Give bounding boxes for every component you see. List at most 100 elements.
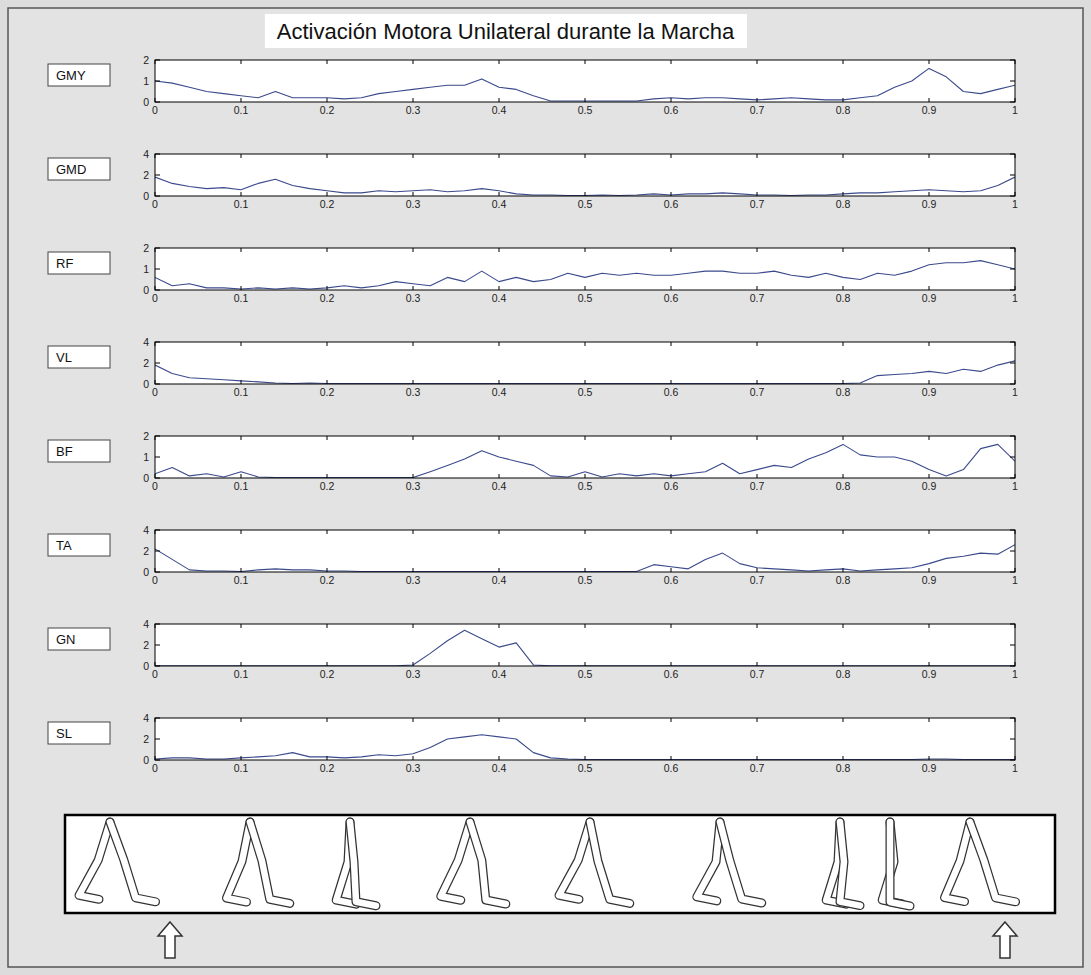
series-group bbox=[155, 261, 1015, 289]
x-tick-label: 0.5 bbox=[578, 762, 593, 774]
y-tick-label: 2 bbox=[143, 639, 149, 651]
x-tick bbox=[671, 530, 672, 534]
page-background bbox=[0, 0, 1091, 975]
x-tick bbox=[499, 342, 500, 346]
x-tick-label: 0.1 bbox=[234, 292, 249, 304]
gait-illustration bbox=[65, 815, 1055, 958]
x-tick bbox=[1015, 342, 1016, 346]
y-tick-label: 1 bbox=[143, 451, 149, 463]
x-tick-label: 0.8 bbox=[836, 198, 851, 210]
x-tick bbox=[413, 192, 414, 196]
leg-fill bbox=[110, 822, 156, 902]
leg-outline bbox=[441, 822, 470, 900]
muscle-label: GN bbox=[56, 632, 76, 647]
x-tick bbox=[413, 60, 414, 64]
x-tick bbox=[155, 248, 156, 252]
y-tick bbox=[1010, 666, 1015, 667]
leg-outline bbox=[559, 822, 590, 899]
x-tick-label: 0.4 bbox=[492, 574, 507, 586]
x-tick-label: 0.4 bbox=[492, 762, 507, 774]
y-tick-label: 2 bbox=[143, 545, 149, 557]
y-tick bbox=[1010, 269, 1015, 270]
muscle-label-box bbox=[48, 158, 110, 180]
x-tick bbox=[757, 718, 758, 722]
x-tick-label: 1 bbox=[1012, 104, 1018, 116]
series-group bbox=[155, 177, 1015, 195]
panel: 00.10.20.30.40.50.60.70.80.91024GMD bbox=[48, 148, 1018, 210]
x-tick bbox=[929, 624, 930, 628]
x-tick-label: 0.6 bbox=[664, 292, 679, 304]
x-tick bbox=[1015, 286, 1016, 290]
x-tick bbox=[671, 286, 672, 290]
x-tick bbox=[929, 756, 930, 760]
x-tick bbox=[843, 286, 844, 290]
x-tick bbox=[327, 154, 328, 158]
y-tick bbox=[155, 81, 160, 82]
emg-line bbox=[155, 545, 1015, 572]
y-tick bbox=[155, 248, 160, 249]
x-tick-label: 0.8 bbox=[836, 574, 851, 586]
x-tick bbox=[929, 286, 930, 290]
y-tick bbox=[155, 154, 160, 155]
x-tick bbox=[327, 662, 328, 666]
x-tick bbox=[585, 624, 586, 628]
x-tick-label: 0.7 bbox=[750, 386, 765, 398]
plot-frame bbox=[155, 342, 1015, 384]
x-tick-label: 0.9 bbox=[922, 668, 937, 680]
x-tick bbox=[843, 568, 844, 572]
x-tick-label: 0.5 bbox=[578, 104, 593, 116]
x-tick bbox=[327, 286, 328, 290]
plot-area bbox=[155, 248, 1015, 290]
y-tick-label: 2 bbox=[143, 54, 149, 66]
panel: 00.10.20.30.40.50.60.70.80.91024TA bbox=[48, 524, 1018, 586]
x-tick bbox=[327, 624, 328, 628]
x-tick bbox=[413, 154, 414, 158]
plot-area bbox=[155, 154, 1015, 196]
x-tick bbox=[241, 286, 242, 290]
x-tick-label: 0.1 bbox=[234, 198, 249, 210]
y-tick-label: 0 bbox=[143, 566, 149, 578]
x-tick bbox=[241, 474, 242, 478]
x-tick bbox=[413, 530, 414, 534]
x-tick-label: 0.2 bbox=[320, 292, 335, 304]
leg-fill bbox=[79, 822, 110, 899]
muscle-label-box bbox=[48, 64, 110, 86]
x-tick bbox=[155, 154, 156, 158]
x-tick bbox=[843, 718, 844, 722]
title-box bbox=[265, 14, 747, 48]
y-tick-label: 0 bbox=[143, 472, 149, 484]
y-tick-label: 2 bbox=[143, 357, 149, 369]
x-tick-label: 0.9 bbox=[922, 480, 937, 492]
y-tick bbox=[155, 196, 160, 197]
x-tick bbox=[155, 342, 156, 346]
x-tick-label: 0.6 bbox=[664, 104, 679, 116]
x-tick bbox=[757, 192, 758, 196]
x-tick bbox=[499, 474, 500, 478]
x-tick-label: 0.2 bbox=[320, 198, 335, 210]
x-tick bbox=[585, 98, 586, 102]
x-tick-label: 0.6 bbox=[664, 198, 679, 210]
x-tick bbox=[757, 624, 758, 628]
muscle-label: GMY bbox=[56, 68, 86, 83]
y-tick bbox=[1010, 290, 1015, 291]
x-tick-label: 0.5 bbox=[578, 386, 593, 398]
x-tick bbox=[413, 568, 414, 572]
x-tick bbox=[241, 154, 242, 158]
x-tick bbox=[413, 662, 414, 666]
x-tick bbox=[499, 286, 500, 290]
plot-area bbox=[155, 718, 1015, 760]
x-tick bbox=[1015, 60, 1016, 64]
panel: 00.10.20.30.40.50.60.70.80.91024VL bbox=[48, 336, 1018, 398]
y-tick bbox=[1010, 196, 1015, 197]
emg-line bbox=[155, 177, 1015, 195]
y-tick-label: 0 bbox=[143, 754, 149, 766]
x-tick bbox=[155, 530, 156, 534]
y-tick bbox=[1010, 718, 1015, 719]
leg-outline bbox=[890, 822, 910, 906]
muscle-label-box bbox=[48, 534, 110, 556]
emg-line bbox=[155, 361, 1015, 384]
x-tick bbox=[671, 718, 672, 722]
x-tick-label: 0.2 bbox=[320, 574, 335, 586]
y-tick-label: 0 bbox=[143, 378, 149, 390]
x-tick-label: 0.7 bbox=[750, 198, 765, 210]
